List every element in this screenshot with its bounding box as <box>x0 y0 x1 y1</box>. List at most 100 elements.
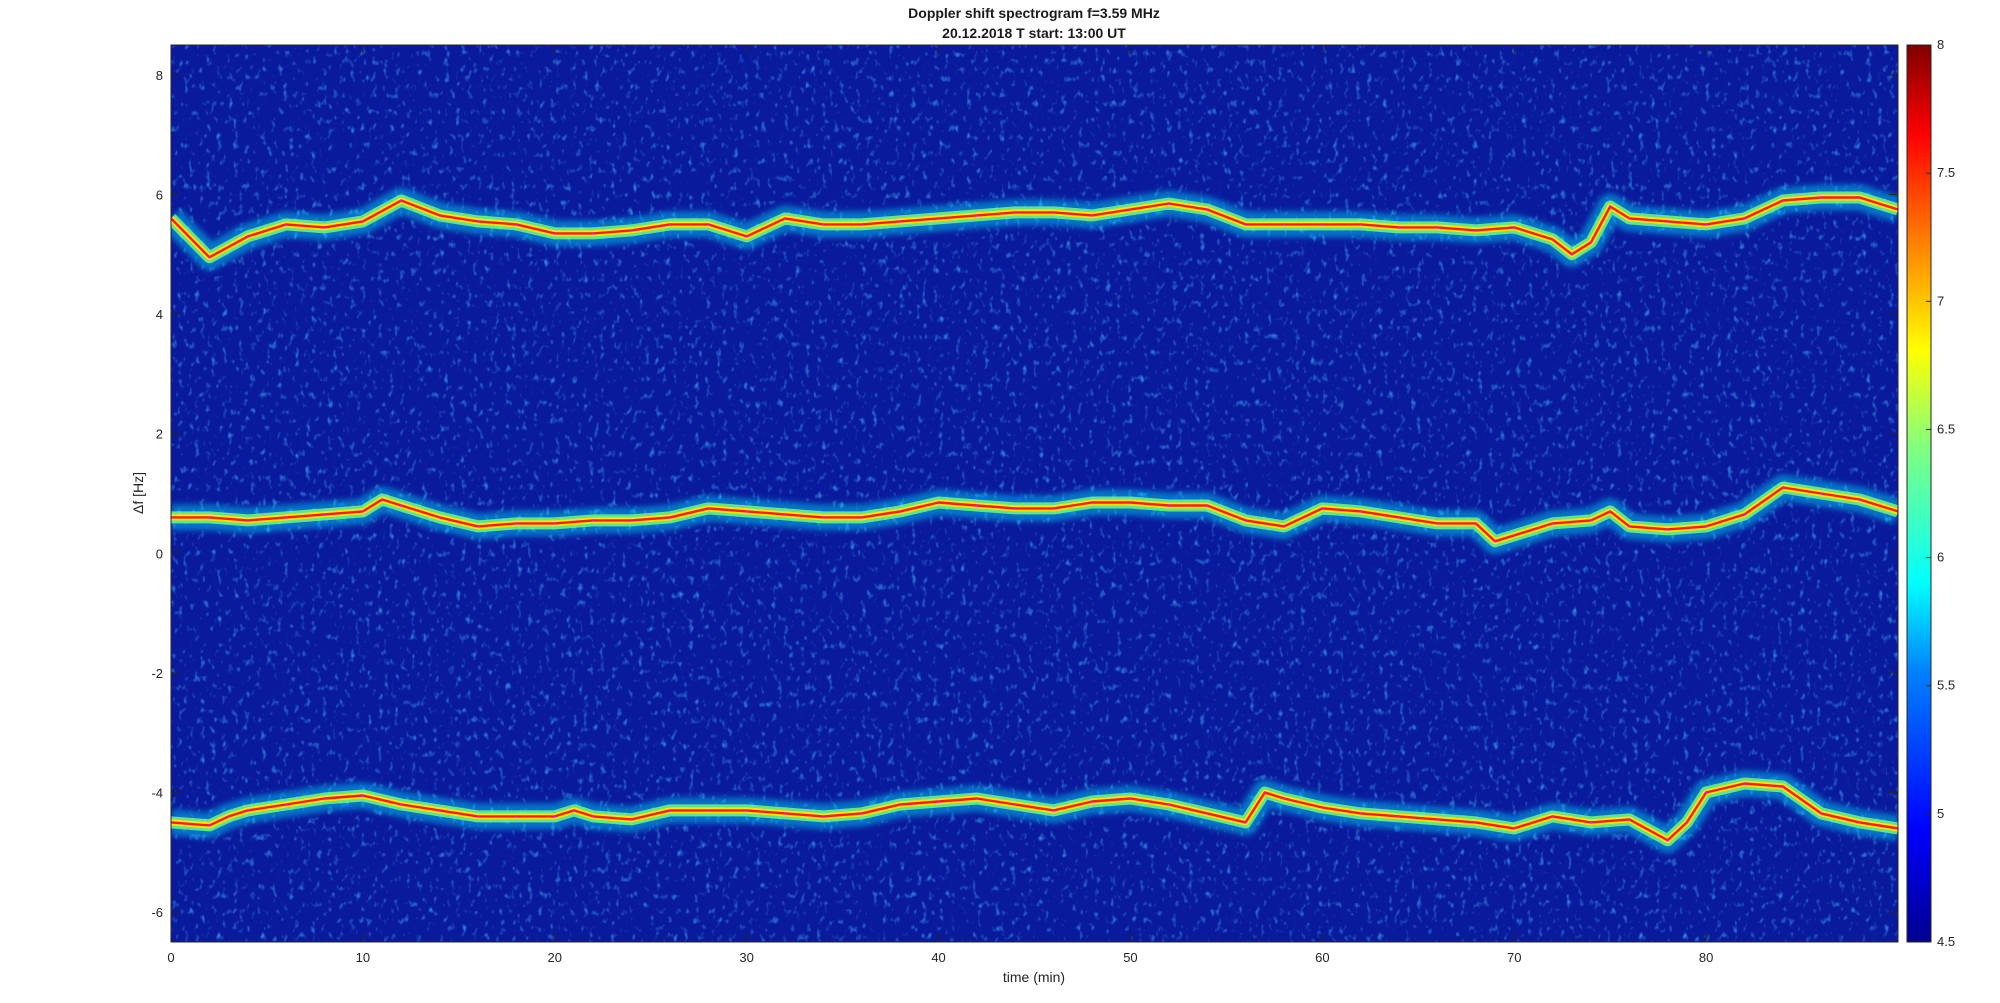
trace-point <box>361 220 365 223</box>
trace-point <box>1666 220 1669 223</box>
trace-point <box>1167 504 1171 507</box>
trace-point <box>1129 797 1132 800</box>
trace-point <box>1609 510 1612 513</box>
y-tick-label: 6 <box>156 188 163 203</box>
trace-point <box>745 809 748 812</box>
trace-point <box>860 223 863 226</box>
trace-point <box>515 815 518 818</box>
trace-point <box>822 815 825 818</box>
trace-point <box>246 809 249 812</box>
trace-point <box>1628 818 1631 821</box>
y-tick-label: -6 <box>151 905 163 920</box>
trace-point <box>668 223 672 226</box>
trace-point <box>1052 507 1055 510</box>
x-tick-label: 30 <box>739 950 753 965</box>
colorbar <box>1906 44 1932 943</box>
trace-point <box>361 510 365 513</box>
trace-point <box>1282 223 1286 226</box>
trace-point <box>1666 528 1669 531</box>
trace-point <box>707 223 710 226</box>
trace-point <box>1858 196 1861 199</box>
trace-point <box>1820 196 1823 199</box>
trace-point <box>1685 821 1689 824</box>
trace-point <box>1359 812 1362 815</box>
y-tick-label: -2 <box>151 666 163 681</box>
trace-point <box>1282 797 1286 800</box>
trace-point <box>1321 223 1324 226</box>
trace-point <box>899 510 902 513</box>
trace-point <box>1014 507 1017 510</box>
trace-point <box>208 824 211 827</box>
trace-point <box>1282 525 1286 528</box>
trace-point <box>1589 519 1593 522</box>
signal-trace-3 <box>171 770 1898 854</box>
chart-subtitle: 20.12.2018 T start: 13:00 UT <box>942 25 1126 41</box>
colorbar-tick-label: 7 <box>1937 293 1944 308</box>
trace-point <box>284 516 288 519</box>
trace-point <box>860 812 863 815</box>
trace-point <box>400 803 403 806</box>
y-tick-label: -4 <box>151 786 163 801</box>
signal-trace-1 <box>171 184 1898 271</box>
trace-point <box>476 220 480 223</box>
trace-point <box>438 516 441 519</box>
y-tick-label: 0 <box>156 546 163 561</box>
trace-point <box>246 235 249 238</box>
trace-point <box>1474 522 1478 525</box>
trace-point <box>899 803 902 806</box>
trace-point <box>1397 516 1401 519</box>
trace-point <box>1321 806 1324 809</box>
trace-point <box>630 519 633 522</box>
trace-point <box>899 220 902 223</box>
trace-point <box>553 522 556 525</box>
trace-point <box>438 214 441 217</box>
trace-point <box>476 525 480 528</box>
x-tick-label: 10 <box>356 950 370 965</box>
trace-point <box>1704 525 1708 528</box>
trace-point <box>592 232 595 235</box>
trace-point <box>1359 510 1362 513</box>
trace-point <box>323 513 326 516</box>
trace-point <box>1858 498 1861 501</box>
trace-point <box>284 223 288 226</box>
trace-point <box>822 223 825 226</box>
trace-point <box>975 504 979 507</box>
colorbar-tick-label: 4.5 <box>1937 934 1955 949</box>
colorbar-tick-label: 5.5 <box>1937 678 1955 693</box>
trace-point <box>745 510 748 513</box>
trace-point <box>1589 241 1593 244</box>
trace-point <box>1090 214 1094 217</box>
trace-point <box>1820 812 1823 815</box>
trace-point <box>1781 486 1785 489</box>
colorbar-tick-label: 6 <box>1937 550 1944 565</box>
trace-point <box>1244 223 1247 226</box>
trace-point <box>380 498 384 501</box>
chart-title: Doppler shift spectrogram f=3.59 MHz <box>908 5 1160 21</box>
trace-point <box>1397 815 1401 818</box>
trace-point <box>1206 208 1209 211</box>
x-axis-label: time (min) <box>1003 969 1065 985</box>
trace-point <box>1551 522 1554 525</box>
trace-point <box>1820 492 1823 495</box>
trace-point <box>1244 519 1247 522</box>
trace-point <box>1321 507 1324 510</box>
trace-point <box>400 504 403 507</box>
trace-point <box>1858 821 1861 824</box>
y-tick-label: 4 <box>156 307 163 322</box>
trace-point <box>783 812 787 815</box>
trace-point <box>1206 504 1209 507</box>
trace-point <box>1513 827 1516 830</box>
trace-point <box>515 223 518 226</box>
signal-trace-2 <box>171 474 1898 555</box>
trace-point <box>1474 229 1478 232</box>
trace-point <box>476 815 480 818</box>
x-tick-label: 70 <box>1507 950 1521 965</box>
y-tick-label: 2 <box>156 427 163 442</box>
trace-point <box>975 797 979 800</box>
trace-point <box>668 809 672 812</box>
trace-point <box>1206 812 1209 815</box>
trace-point <box>1436 522 1439 525</box>
trace-point <box>1570 253 1574 256</box>
trace-point <box>227 815 230 818</box>
